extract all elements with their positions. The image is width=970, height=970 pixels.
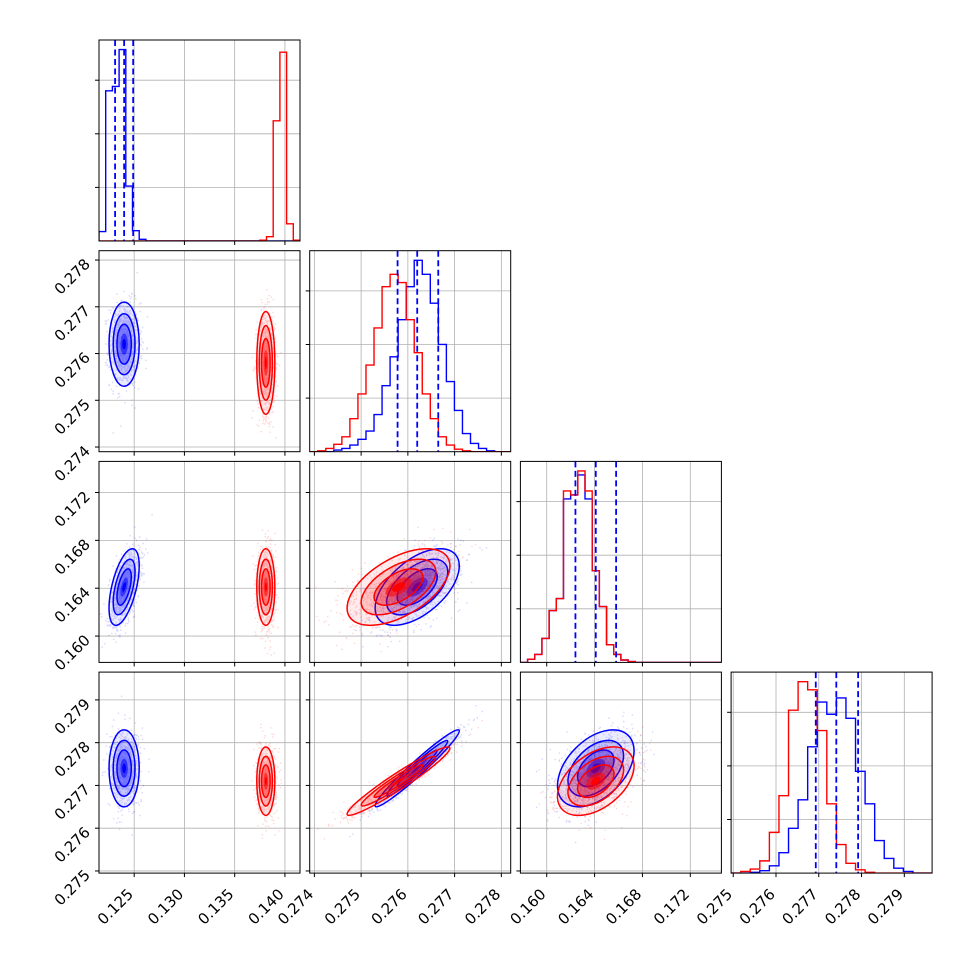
density-peak-series-0: [122, 582, 127, 592]
histogram-series-1: [309, 273, 511, 452]
y-tick-label: 0.160: [51, 631, 94, 674]
panel-frame: [730, 671, 933, 874]
histogram-layer: [99, 40, 933, 874]
x-tick-label: 0.276: [736, 885, 779, 928]
panel-frame: [309, 460, 512, 663]
y-tick-label: 0.277: [51, 302, 94, 345]
density-panel: [108, 301, 276, 416]
hist-panel: [520, 461, 722, 663]
histogram-series-1: [731, 680, 933, 874]
density-panel: [108, 547, 276, 627]
histogram-series-0: [731, 697, 933, 874]
scatter-points-series-0: [104, 272, 149, 434]
density-peak-series-1: [392, 776, 405, 786]
panel-frame: [519, 460, 722, 663]
histogram-series-0: [99, 48, 300, 241]
hist-panel: [731, 672, 933, 874]
histogram-series-1: [99, 51, 300, 241]
x-tick-label: 0.275: [321, 885, 364, 928]
y-tick-label: 0.276: [51, 349, 94, 392]
density-peak-series-1: [264, 582, 267, 592]
x-tick-label: 0.275: [693, 885, 736, 928]
x-tick-label: 0.125: [94, 885, 137, 928]
y-tick-label: 0.172: [51, 488, 94, 531]
scatter-points-series-1: [315, 526, 477, 653]
hist-panel: [99, 40, 300, 241]
histogram-series-0: [309, 259, 511, 452]
x-tick-label: 0.172: [650, 885, 693, 928]
x-tick-label: 0.276: [368, 885, 411, 928]
x-tick-label: 0.135: [194, 885, 237, 928]
density-peak-series-0: [122, 338, 127, 350]
y-tick-label: 0.279: [51, 695, 94, 738]
x-tick-label: 0.278: [821, 885, 864, 928]
x-tick-label: 0.160: [506, 885, 549, 928]
density-peak-series-1: [264, 776, 267, 786]
panel-frame: [98, 671, 301, 874]
panel-frame: [309, 250, 512, 453]
x-tick-label: 0.277: [778, 885, 821, 928]
y-tick-label: 0.168: [51, 535, 94, 578]
panel-frame: [98, 250, 301, 453]
y-tick-label: 0.274: [51, 442, 94, 485]
x-tick-label: 0.130: [144, 885, 187, 928]
panel-frame: [98, 460, 301, 663]
y-tick-label: 0.275: [51, 866, 94, 909]
panel-frame: [519, 671, 722, 874]
y-tick-label: 0.164: [51, 583, 94, 626]
density-panel: [346, 547, 461, 627]
density-panel: [346, 729, 461, 817]
histogram-series-0: [520, 474, 722, 663]
density-panel: [108, 729, 276, 817]
y-tick-label: 0.276: [51, 823, 94, 866]
y-tick-label: 0.275: [51, 395, 94, 438]
scatter-points-series-1: [250, 529, 280, 656]
density-peak-series-1: [590, 776, 601, 786]
x-tick-label: 0.277: [414, 885, 457, 928]
x-tick-label: 0.278: [461, 885, 504, 928]
density-panel: [556, 729, 635, 817]
hist-panel: [309, 250, 511, 452]
density-peak-series-1: [264, 356, 267, 370]
density-peak-series-1: [392, 582, 405, 592]
density-peak-series-0: [122, 763, 127, 774]
y-tick-label: 0.278: [51, 738, 94, 781]
histogram-series-1: [520, 470, 722, 663]
grid-layer: [99, 40, 933, 874]
y-tick-label: 0.278: [51, 255, 94, 298]
density-layer: [108, 301, 635, 817]
x-tick-label: 0.279: [864, 885, 907, 928]
y-tick-label: 0.277: [51, 781, 94, 824]
panel-frame: [98, 39, 301, 242]
x-tick-label: 0.168: [602, 885, 645, 928]
axes-frames-layer: [95, 39, 933, 878]
panel-frame: [309, 671, 512, 874]
x-tick-label: 0.164: [554, 885, 597, 928]
